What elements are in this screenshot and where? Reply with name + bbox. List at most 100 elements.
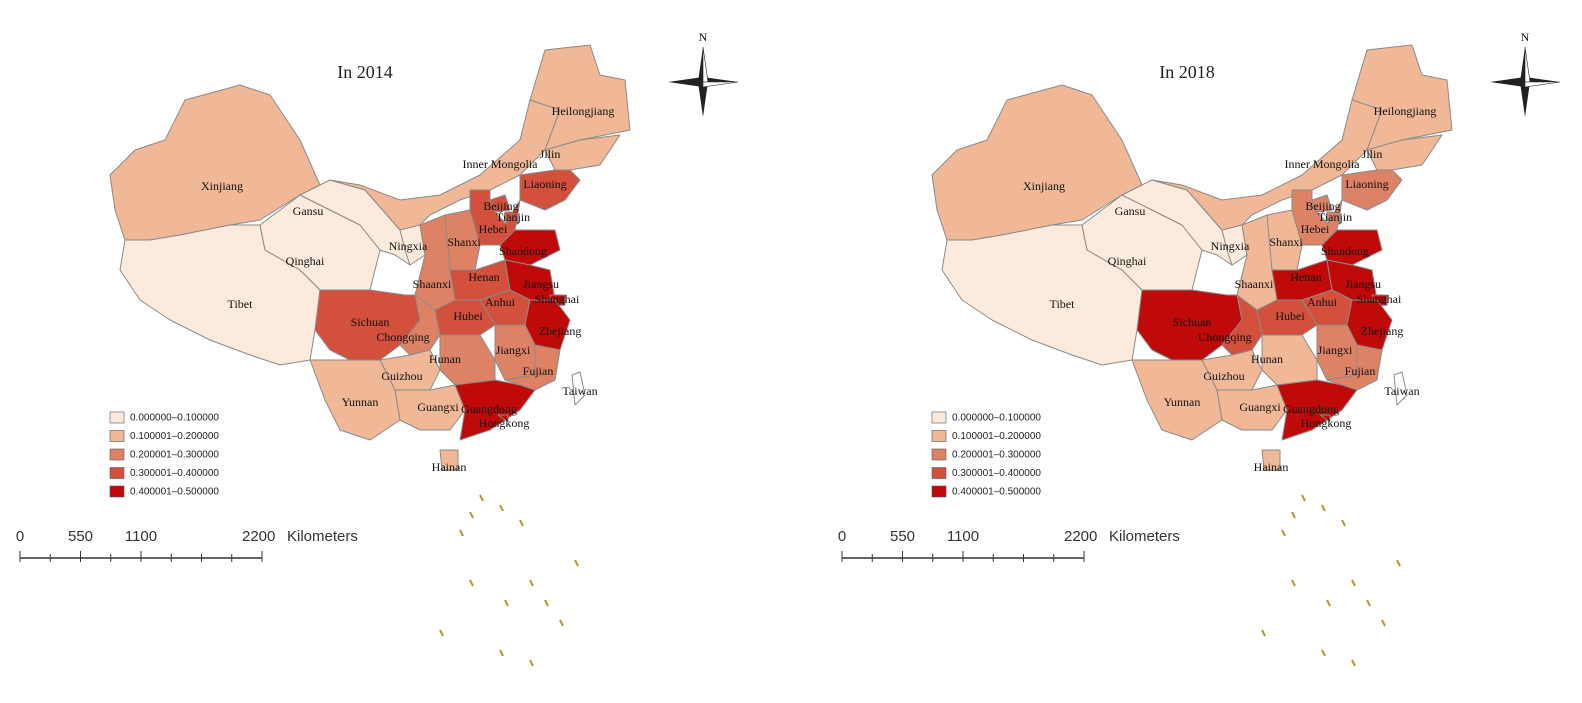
- province: [519, 169, 581, 211]
- legend-label: 0.200001–0.300000: [130, 450, 219, 461]
- province-label: Hebei: [479, 222, 508, 236]
- island-dash: [529, 579, 534, 587]
- map-title: In 2014: [337, 62, 393, 82]
- scale-label: 1100: [125, 528, 157, 545]
- island-dash: [469, 579, 474, 587]
- province: [394, 384, 466, 431]
- province-label: Inner Mongolia: [463, 157, 539, 171]
- province: [1319, 414, 1331, 423]
- province-label: Jilin: [540, 147, 561, 161]
- legend-swatch: [931, 411, 947, 424]
- province-label: Henan: [1290, 270, 1321, 284]
- scale-label: 550: [68, 528, 93, 545]
- province: [529, 44, 631, 151]
- province-label: Hainan: [432, 460, 467, 474]
- island-dash: [499, 504, 504, 512]
- province-label: Liaoning: [523, 177, 566, 191]
- scale-label: 0: [838, 528, 846, 545]
- legend-label: 0.200001–0.300000: [952, 450, 1041, 461]
- scale-label: 1100: [947, 528, 979, 545]
- compass-ew-light: [1524, 81, 1561, 88]
- province: [399, 224, 426, 266]
- province-label: Shanxi: [447, 235, 481, 249]
- province-label: Yunnan: [342, 395, 379, 409]
- province-label: Sichuan: [351, 315, 390, 329]
- scale-label: 2200: [1064, 528, 1097, 545]
- scale-label: 2200: [242, 528, 275, 545]
- province: [497, 414, 509, 423]
- island-dash: [459, 529, 464, 537]
- province-label: Beijing: [483, 199, 518, 213]
- province-label: Xinjiang: [1023, 179, 1065, 193]
- province-label: Jilin: [1362, 147, 1383, 161]
- legend-label: 0.300001–0.400000: [130, 468, 219, 479]
- compass-north: N: [699, 30, 708, 44]
- province-label: Zhejiang: [1361, 324, 1404, 338]
- province-label: Hubei: [1275, 309, 1305, 323]
- province-label: Guizhou: [1203, 369, 1244, 383]
- province-label: Shaanxi: [1235, 277, 1274, 291]
- province-label: Fujian: [523, 364, 554, 378]
- island-dash: [479, 494, 484, 502]
- island-dash: [544, 599, 549, 607]
- island-dash: [1341, 519, 1346, 527]
- province: [1351, 44, 1453, 151]
- compass-ns-light: [1524, 46, 1531, 83]
- scale-unit: Kilometers: [287, 528, 358, 545]
- province-label: Hubei: [453, 309, 483, 323]
- legend-label: 0.300001–0.400000: [952, 468, 1041, 479]
- province-label: Beijing: [1305, 199, 1340, 213]
- province-label: Shaanxi: [413, 277, 452, 291]
- province-label: Guangxi: [417, 400, 459, 414]
- province-label: Shandong: [499, 244, 547, 258]
- province-label: Heilongjiang: [552, 104, 615, 118]
- island-dash: [529, 659, 534, 667]
- scale-label: 550: [890, 528, 915, 545]
- province-label: Jiangsu: [1345, 277, 1381, 291]
- legend-label: 0.100001–0.200000: [130, 431, 219, 442]
- province-label: Jiangxi: [1318, 343, 1353, 357]
- province-label: Tibet: [228, 297, 254, 311]
- legend-swatch: [931, 467, 947, 479]
- province: [1216, 384, 1288, 431]
- legend-swatch: [109, 485, 125, 498]
- legend-swatch: [109, 467, 125, 479]
- legend-label: 0.100001–0.200000: [952, 431, 1041, 442]
- province-label: Taiwan: [1384, 384, 1419, 398]
- province-label: Liaoning: [1345, 177, 1388, 191]
- province-label: Tianjin: [496, 210, 530, 224]
- legend-swatch: [931, 448, 947, 461]
- province-label: Anhui: [1307, 295, 1338, 309]
- legend-label: 0.000000–0.100000: [952, 413, 1041, 424]
- province-label: Hebei: [1301, 222, 1330, 236]
- province-label: Qinghai: [286, 254, 325, 268]
- island-dash: [1326, 599, 1331, 607]
- legend-label: 0.000000–0.100000: [130, 413, 219, 424]
- legend-swatch: [931, 430, 947, 442]
- province-label: Guangdong: [1283, 402, 1339, 416]
- province-label: Qinghai: [1108, 254, 1147, 268]
- island-dash: [469, 511, 474, 519]
- island-dash: [1321, 649, 1326, 657]
- island-dash: [1291, 511, 1296, 519]
- province-label: Anhui: [485, 295, 516, 309]
- province-label: Guangxi: [1239, 400, 1281, 414]
- province-label: Shandong: [1321, 244, 1369, 258]
- island-dash: [504, 599, 509, 607]
- province: [1341, 169, 1403, 211]
- island-dash: [1351, 579, 1356, 587]
- province-label: Chongqing: [376, 330, 429, 344]
- province-label: Fujian: [1345, 364, 1376, 378]
- province-label: Zhejiang: [539, 324, 582, 338]
- province-label: Guizhou: [381, 369, 422, 383]
- province-label: Sichuan: [1173, 315, 1212, 329]
- legend-label: 0.400001–0.500000: [952, 487, 1041, 498]
- compass-north: N: [1521, 30, 1530, 44]
- province-label: Guangdong: [461, 402, 517, 416]
- legend-swatch: [109, 411, 125, 424]
- province-label: Ningxia: [389, 239, 428, 253]
- province-label: Chongqing: [1198, 330, 1251, 344]
- island-dash: [499, 649, 504, 657]
- compass-ns-light: [702, 46, 709, 83]
- province-label: Hongkong: [479, 416, 530, 430]
